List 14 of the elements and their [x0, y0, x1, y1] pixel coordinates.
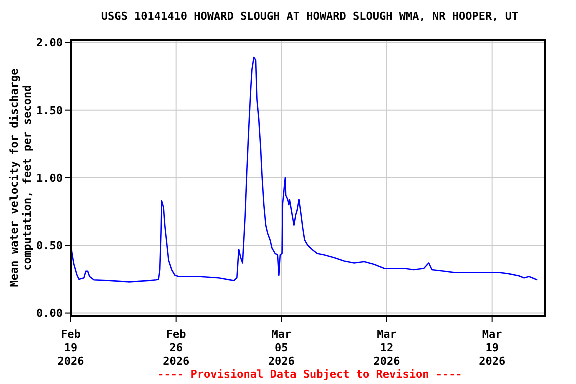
chart-title: USGS 10141410 HOWARD SLOUGH AT HOWARD SLOUGH WMA, NR HOOPER, UT [100, 10, 520, 23]
x-tick-label: Mar 05 2026 [268, 328, 296, 368]
x-tick-label: Mar 12 2026 [374, 328, 401, 368]
y-tick-label: 1.50 [36, 104, 63, 118]
y-tick-label: 2.00 [36, 36, 63, 50]
x-tick-label: Feb 19 2026 [58, 328, 85, 368]
x-tick-label: Mar 19 2026 [479, 328, 506, 368]
y-tick-label: 0.50 [36, 240, 63, 253]
y-tick-label: 0.00 [36, 307, 63, 320]
text: ---- Provisional Data Subject to Revision ---- [156, 368, 464, 381]
y-axis-title: Mean water velocity for discharge computation, feet per second [8, 68, 34, 288]
line-series [71, 56, 538, 283]
x-tick-label: Feb 26 2026 [163, 328, 190, 368]
y-tick-label: 1.00 [36, 172, 63, 185]
